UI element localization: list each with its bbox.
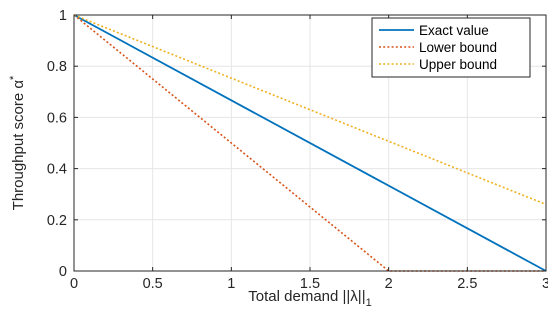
y-tick-label: 0.8	[47, 59, 67, 75]
x-tick-label: 1.5	[300, 276, 320, 292]
y-axis-label-text: Throughput score α	[10, 80, 27, 211]
legend: Exact value Lower bound Upper bound	[371, 17, 531, 78]
y-tick-label: 0.6	[47, 110, 67, 126]
x-tick-label: 1	[227, 276, 235, 292]
legend-label: Lower bound	[419, 40, 497, 55]
legend-box	[371, 17, 531, 78]
tick-labels: 0 0.5 1 1.5 2 2.5 3 0 0.2 0.4 0.6 0.8 1	[47, 8, 548, 292]
x-tick-label: 0	[70, 276, 78, 292]
x-tick-label: 0.5	[143, 276, 163, 292]
legend-label: Exact value	[419, 23, 489, 38]
x-axis-label-text: Total demand ||λ||	[248, 288, 365, 305]
x-axis-label: Total demand ||λ||1	[248, 288, 371, 309]
x-tick-label: 3	[542, 276, 548, 292]
x-tick-label: 2	[385, 276, 393, 292]
x-tick-label: 2.5	[457, 276, 477, 292]
legend-label: Upper bound	[419, 57, 497, 72]
series-line-upper-bound	[73, 14, 547, 206]
y-tick-label: 0.4	[47, 162, 67, 178]
y-tick-label: 0.2	[47, 213, 67, 229]
x-axis-label-subscript: 1	[366, 297, 372, 309]
series-line-exact-value	[73, 14, 547, 272]
y-tick-label: 1	[59, 8, 67, 24]
y-tick-label: 0	[59, 264, 67, 280]
y-axis-label: Throughput score α*	[8, 75, 27, 210]
series-line-lower-bound	[73, 14, 546, 272]
y-axis-label-superscript: *	[8, 75, 20, 80]
series-lines	[73, 14, 547, 272]
axes	[73, 14, 547, 272]
